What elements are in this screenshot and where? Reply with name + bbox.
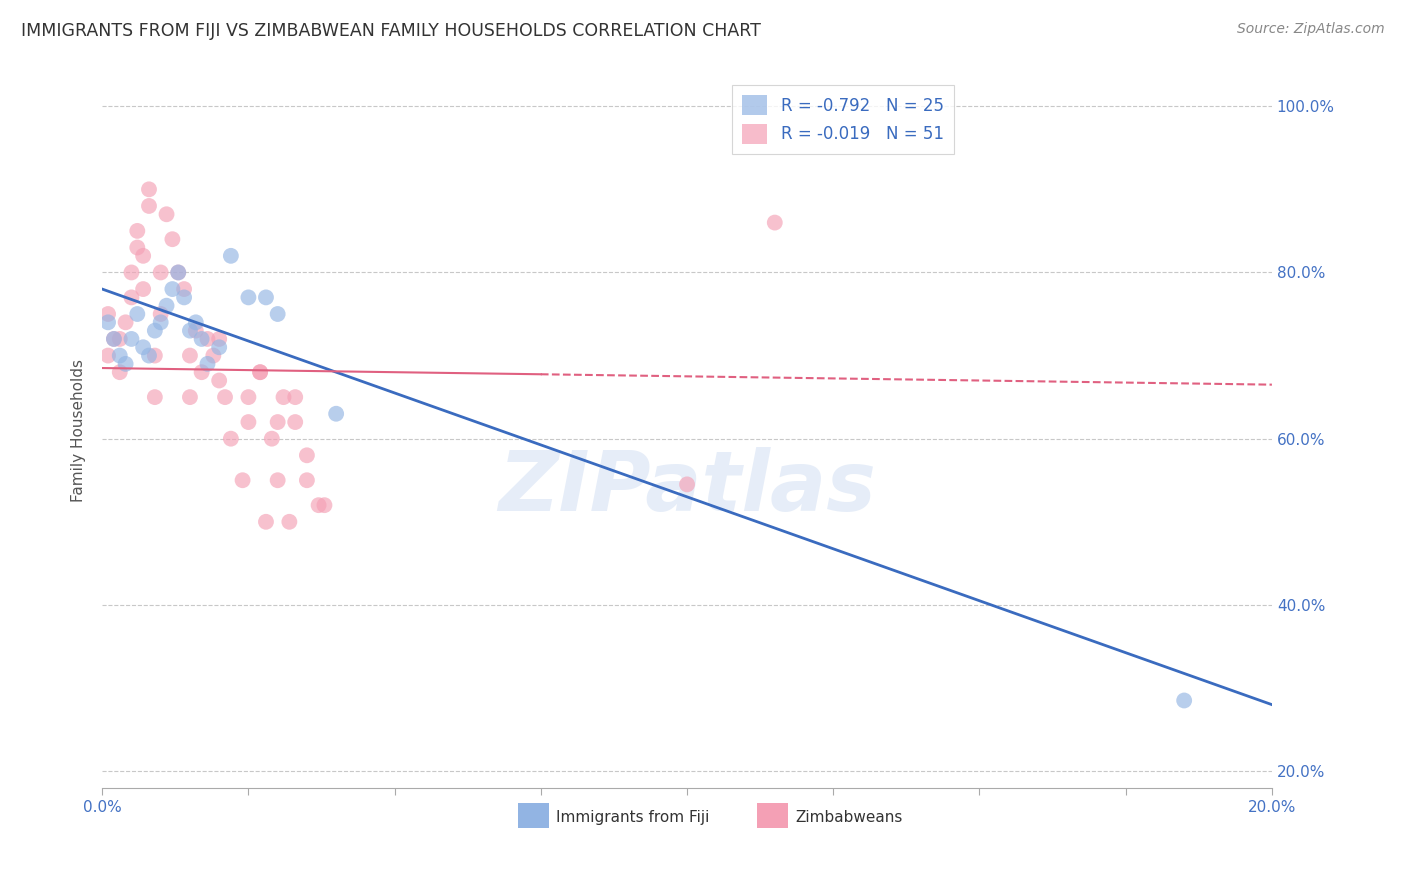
Point xyxy=(143,349,166,363)
Point xyxy=(132,340,155,354)
Point xyxy=(1173,693,1195,707)
Point xyxy=(173,290,195,304)
Point xyxy=(273,390,295,404)
Point xyxy=(138,349,160,363)
Point xyxy=(266,473,288,487)
Point xyxy=(97,307,120,321)
Point xyxy=(254,290,277,304)
Point xyxy=(179,349,201,363)
Point xyxy=(238,415,260,429)
Point xyxy=(214,390,236,404)
Point xyxy=(325,407,347,421)
Point xyxy=(190,332,212,346)
Point xyxy=(763,216,786,230)
Point xyxy=(103,332,125,346)
Point xyxy=(132,249,155,263)
Point xyxy=(114,315,136,329)
Point xyxy=(162,232,184,246)
Text: Source: ZipAtlas.com: Source: ZipAtlas.com xyxy=(1237,22,1385,37)
Point xyxy=(138,199,160,213)
Point xyxy=(127,240,149,254)
Point xyxy=(260,432,283,446)
Point xyxy=(249,365,271,379)
Point xyxy=(219,432,242,446)
Point xyxy=(308,498,330,512)
Point xyxy=(284,390,307,404)
Point xyxy=(184,315,207,329)
Point xyxy=(295,448,318,462)
Point xyxy=(108,349,131,363)
Point xyxy=(120,332,142,346)
Point xyxy=(127,307,149,321)
Point xyxy=(155,299,177,313)
Point xyxy=(173,282,195,296)
Point xyxy=(108,332,131,346)
Point xyxy=(238,390,260,404)
Point xyxy=(295,473,318,487)
Point xyxy=(120,290,142,304)
Point xyxy=(219,249,242,263)
Point xyxy=(155,207,177,221)
Point xyxy=(238,290,260,304)
Point xyxy=(278,515,301,529)
Text: Zimbabweans: Zimbabweans xyxy=(796,810,903,825)
Legend: R = -0.792   N = 25, R = -0.019   N = 51: R = -0.792 N = 25, R = -0.019 N = 51 xyxy=(733,85,953,154)
Point xyxy=(167,265,190,279)
Point xyxy=(184,324,207,338)
Point xyxy=(149,315,172,329)
Point xyxy=(284,415,307,429)
Point xyxy=(120,265,142,279)
Point xyxy=(143,324,166,338)
Point xyxy=(190,365,212,379)
Y-axis label: Family Households: Family Households xyxy=(72,359,86,502)
Point xyxy=(676,477,699,491)
Point xyxy=(127,224,149,238)
Point xyxy=(103,332,125,346)
Point xyxy=(254,515,277,529)
Point xyxy=(266,307,288,321)
Point xyxy=(143,390,166,404)
Point xyxy=(197,332,219,346)
Point xyxy=(138,182,160,196)
Point xyxy=(314,498,336,512)
Point xyxy=(232,473,254,487)
Text: ZIPatlas: ZIPatlas xyxy=(498,447,876,528)
Text: Immigrants from Fiji: Immigrants from Fiji xyxy=(557,810,710,825)
Point xyxy=(266,415,288,429)
Text: IMMIGRANTS FROM FIJI VS ZIMBABWEAN FAMILY HOUSEHOLDS CORRELATION CHART: IMMIGRANTS FROM FIJI VS ZIMBABWEAN FAMIL… xyxy=(21,22,761,40)
Point xyxy=(208,340,231,354)
Point xyxy=(97,315,120,329)
Point xyxy=(197,357,219,371)
Point xyxy=(208,374,231,388)
Point xyxy=(167,265,190,279)
Point xyxy=(208,332,231,346)
Point xyxy=(149,307,172,321)
Point xyxy=(202,349,225,363)
Point xyxy=(162,282,184,296)
Point xyxy=(179,324,201,338)
Point xyxy=(179,390,201,404)
Point xyxy=(149,265,172,279)
Point xyxy=(114,357,136,371)
Point xyxy=(108,365,131,379)
Point xyxy=(132,282,155,296)
Point xyxy=(249,365,271,379)
Point xyxy=(97,349,120,363)
